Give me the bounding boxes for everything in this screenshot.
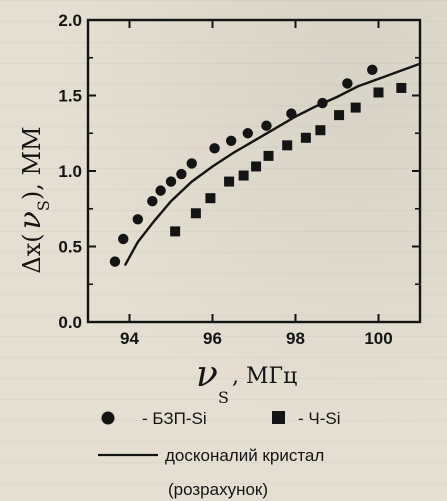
y-axis-title-sub: S	[34, 200, 53, 211]
point-bzp-si	[165, 176, 177, 187]
x-axis-title: ν S , МГц	[196, 354, 297, 407]
point-ch-si	[300, 132, 311, 143]
point-ch-si	[373, 87, 384, 98]
y-axis-title-tail: ), MM	[18, 126, 46, 200]
legend-label-ch-si: - Ч-Si	[298, 409, 341, 428]
x-tick-label: 100	[364, 329, 392, 348]
point-ch-si	[205, 193, 216, 204]
point-bzp-si	[147, 196, 158, 207]
series-layer	[109, 62, 422, 267]
y-axis-title-nu: ν	[13, 211, 48, 229]
y-axis-title-main: Δx(	[18, 233, 46, 273]
legend-label-bzp-si: - БЗП-Si	[142, 409, 207, 428]
point-bzp-si	[118, 233, 129, 245]
x-tick-label: 98	[286, 329, 305, 348]
point-bzp-si	[209, 143, 220, 154]
point-ch-si	[350, 102, 361, 113]
x-axis: 94 96 98 100	[120, 20, 393, 348]
point-ch-si	[396, 82, 407, 93]
y-tick-label: 1.0	[58, 162, 82, 181]
point-ch-si	[315, 125, 326, 136]
y-axis-title: Δx( νS), MM	[13, 126, 53, 273]
point-bzp-si	[109, 256, 121, 267]
x-axis-title-tail: , МГц	[232, 364, 297, 389]
point-ch-si	[334, 110, 345, 121]
legend: - БЗП-Si - Ч-Si досконалий кристал (розр…	[98, 409, 341, 499]
x-tick-label: 96	[203, 329, 222, 348]
legend-marker-circle	[101, 411, 115, 425]
legend-label-perfect-crystal: досконалий кристал	[165, 446, 324, 465]
x-axis-title-nu: ν	[196, 354, 218, 395]
y-tick-label: 0.0	[58, 313, 82, 332]
point-ch-si	[224, 176, 235, 187]
point-ch-si	[251, 161, 262, 172]
point-ch-si	[282, 140, 293, 151]
point-bzp-si	[176, 168, 187, 180]
point-ch-si	[190, 208, 201, 219]
theory-curve	[124, 62, 422, 266]
point-bzp-si	[261, 120, 272, 131]
y-tick-label: 1.5	[58, 87, 82, 106]
point-bzp-si	[225, 135, 237, 146]
y-axis: 0.0 0.5 1.0 1.5 2.0	[58, 11, 420, 332]
point-bzp-si	[186, 158, 197, 169]
y-tick-label: 2.0	[58, 11, 82, 30]
point-ch-si	[238, 170, 249, 181]
point-ch-si	[170, 226, 181, 237]
svg-text:Δx(νS), MM: Δx( νS), MM	[13, 126, 53, 273]
point-bzp-si	[155, 185, 166, 196]
point-ch-si	[263, 150, 274, 161]
legend-marker-square	[272, 411, 285, 424]
point-bzp-si	[242, 128, 253, 139]
point-bzp-si	[342, 78, 353, 89]
legend-note-calculation: (розрахунок)	[168, 480, 268, 499]
x-tick-label: 94	[120, 329, 139, 348]
point-bzp-si	[132, 214, 143, 225]
x-axis-title-sub: S	[218, 388, 229, 407]
y-tick-label: 0.5	[58, 238, 82, 257]
point-bzp-si	[367, 64, 378, 76]
